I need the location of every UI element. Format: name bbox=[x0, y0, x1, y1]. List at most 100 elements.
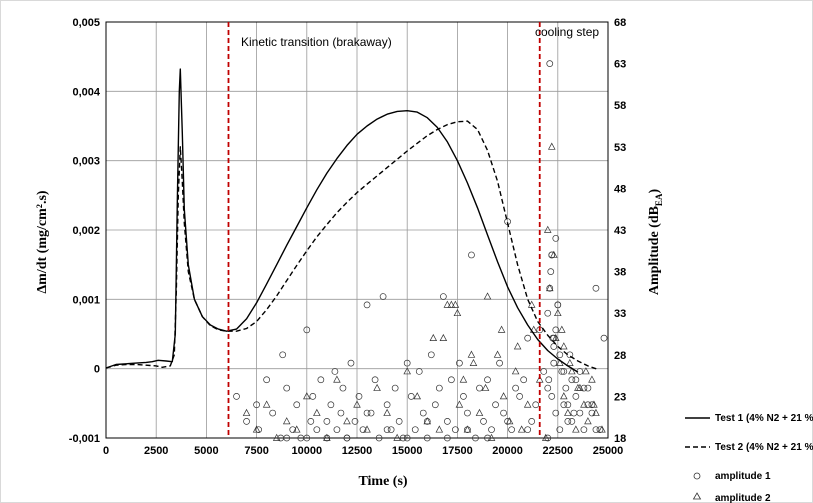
x-tick-label: 10000 bbox=[292, 445, 323, 457]
amplitude-1-point bbox=[554, 301, 562, 309]
amplitude-2-point bbox=[483, 292, 492, 300]
legend-label-amplitude1: amplitude 1 bbox=[715, 471, 771, 482]
amplitude-1-point bbox=[415, 368, 423, 375]
amplitude-1-point bbox=[367, 409, 375, 417]
series-line-test2 bbox=[105, 120, 599, 371]
legend-symbol-triangle bbox=[692, 492, 702, 500]
amplitude-2-point bbox=[592, 408, 600, 416]
amplitude-2-point bbox=[373, 383, 381, 391]
x-tick-label: 20000 bbox=[492, 445, 523, 457]
amplitude-2-point bbox=[443, 300, 452, 308]
amplitude-1-point bbox=[464, 409, 471, 417]
amplitude-1-point bbox=[460, 393, 467, 400]
amplitude-1-point bbox=[520, 376, 528, 384]
amplitude-1-point bbox=[592, 426, 600, 434]
amplitude-2-point bbox=[333, 375, 341, 383]
amplitude-2-point bbox=[393, 433, 401, 441]
amplitude-2-point bbox=[550, 250, 558, 258]
amplitude-1-point bbox=[347, 359, 355, 367]
amplitude-2-point bbox=[282, 417, 291, 425]
amplitude-2-point bbox=[543, 225, 552, 233]
amplitude-2-point bbox=[439, 333, 448, 342]
amplitude-1-point bbox=[355, 393, 363, 400]
amplitude-2-point bbox=[451, 300, 460, 308]
amplitude-1-point bbox=[351, 418, 359, 425]
amplitude-2-point bbox=[262, 400, 271, 408]
amplitude-1-point bbox=[504, 418, 511, 425]
amplitude-1-point bbox=[468, 251, 475, 259]
x-tick-label: 25000 bbox=[593, 445, 624, 457]
x-axis-title: Time (s) bbox=[358, 474, 407, 489]
amplitude-1-point bbox=[427, 351, 435, 359]
amplitude-1-point bbox=[547, 268, 555, 275]
y-right-tick-label: 33 bbox=[614, 308, 626, 320]
y-right-tick-label: 68 bbox=[614, 17, 626, 29]
amplitude-2-point bbox=[423, 417, 432, 425]
plot-area-frame bbox=[105, 21, 609, 439]
amplitude-1-point bbox=[283, 384, 291, 392]
amplitude-1-point bbox=[548, 393, 556, 400]
amplitude-1-point bbox=[572, 393, 580, 400]
amplitude-1-point bbox=[552, 234, 560, 242]
amplitude-1-point bbox=[580, 426, 588, 434]
series-line-test1 bbox=[105, 68, 579, 373]
amplitude-2-point bbox=[554, 308, 562, 317]
amplitude-1-point bbox=[550, 343, 558, 350]
amplitude-2-point bbox=[572, 425, 580, 433]
amplitude-1-point bbox=[255, 426, 262, 434]
legend-symbol-circle bbox=[693, 472, 701, 480]
amplitude-1-point bbox=[283, 434, 291, 442]
amplitude-1-point bbox=[452, 426, 459, 434]
x-tick-label: 17500 bbox=[442, 445, 473, 457]
amplitude-1-point bbox=[403, 434, 411, 442]
amplitude-2-point bbox=[584, 417, 592, 425]
amplitude-1-point bbox=[399, 434, 407, 442]
y-right-tick-label: 28 bbox=[614, 350, 626, 362]
amplitude-2-point bbox=[590, 400, 598, 408]
amplitude-1-point bbox=[363, 409, 371, 417]
amplitude-2-point bbox=[568, 367, 576, 375]
amplitude-2-point bbox=[435, 425, 444, 433]
amplitude-2-point bbox=[560, 392, 568, 400]
amplitude-1-point bbox=[383, 426, 391, 434]
amplitude-2-point bbox=[353, 400, 361, 408]
legend-item-test1: Test 1 (4% N2 + 21 % O2 + 75% He bbox=[685, 413, 813, 424]
y-left-tick-label: 0,003 bbox=[72, 156, 100, 168]
amplitude-1-point bbox=[263, 376, 270, 384]
amplitude-1-point bbox=[387, 426, 395, 434]
amplitude-1-point bbox=[580, 384, 588, 392]
amplitude-1-point bbox=[411, 426, 419, 434]
amplitude-2-point bbox=[513, 342, 522, 350]
amplitude-1-point bbox=[592, 284, 600, 292]
amplitude-1-point bbox=[588, 401, 596, 409]
x-tick-label: 0 bbox=[103, 445, 109, 457]
amplitude-1-point bbox=[556, 351, 564, 359]
amplitude-1-point bbox=[544, 384, 552, 392]
amplitude-1-point bbox=[564, 418, 572, 425]
amplitude-2-point bbox=[363, 425, 371, 433]
amplitude-2-point bbox=[463, 425, 472, 433]
amplitude-2-point bbox=[588, 375, 596, 383]
x-tick-label: 2500 bbox=[144, 445, 168, 457]
annotation-cooling-step: cooling step bbox=[535, 25, 599, 39]
amplitude-2-point bbox=[455, 400, 464, 408]
amplitude-2-point bbox=[459, 375, 468, 383]
amplitude-2-point bbox=[545, 283, 554, 292]
amplitude-2-point bbox=[511, 367, 520, 375]
amplitude-1-point bbox=[444, 434, 451, 442]
amplitude-2-point bbox=[481, 383, 490, 391]
legend-item-amplitude1: amplitude 1 bbox=[693, 471, 771, 482]
amplitude-1-point bbox=[508, 426, 515, 434]
amplitude-1-point bbox=[371, 376, 379, 384]
amplitude-1-point bbox=[576, 409, 584, 417]
y-right-tick-label: 38 bbox=[614, 267, 626, 279]
amplitude-1-point bbox=[391, 384, 399, 392]
amplitude-1-point bbox=[313, 426, 321, 434]
amplitude-1-point bbox=[556, 426, 564, 434]
amplitude-1-point bbox=[444, 418, 451, 425]
amplitude-2-point bbox=[541, 433, 550, 441]
amplitude-1-point bbox=[307, 418, 315, 425]
amplitude-1-point bbox=[439, 293, 447, 300]
amplitude-2-point bbox=[252, 425, 261, 433]
